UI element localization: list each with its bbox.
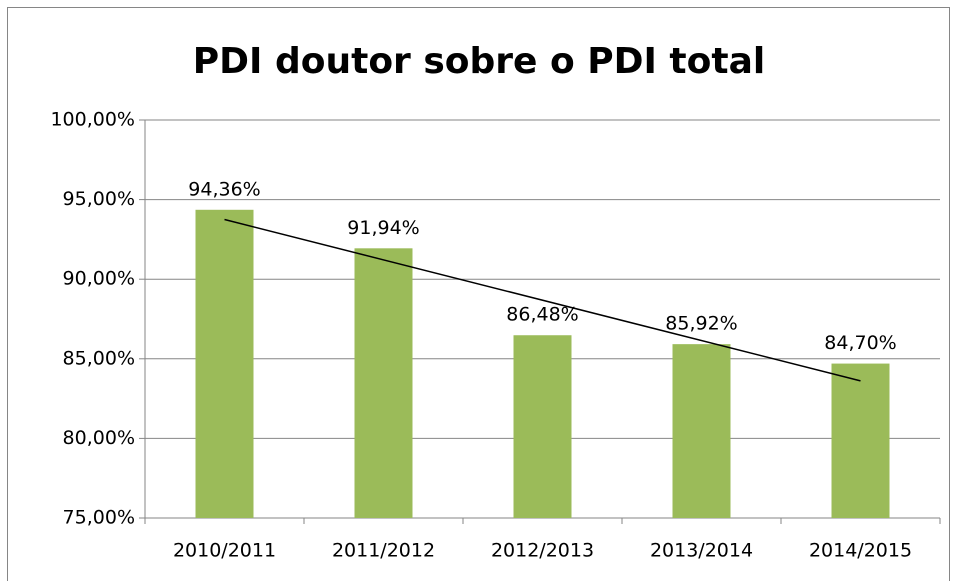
y-tick-label: 75,00% bbox=[63, 507, 135, 529]
data-label: 86,48% bbox=[506, 304, 578, 326]
data-label: 85,92% bbox=[665, 313, 737, 335]
bar bbox=[513, 335, 572, 518]
x-tick-label: 2013/2014 bbox=[650, 540, 753, 562]
x-tick-label: 2014/2015 bbox=[809, 540, 912, 562]
x-tick-label: 2010/2011 bbox=[173, 540, 276, 562]
chart-border bbox=[7, 7, 950, 581]
data-label: 91,94% bbox=[347, 217, 419, 239]
y-tick-label: 90,00% bbox=[63, 268, 135, 290]
bar bbox=[354, 248, 413, 519]
y-tick-label: 80,00% bbox=[63, 427, 135, 449]
bar bbox=[831, 363, 890, 518]
data-label: 94,36% bbox=[188, 178, 260, 200]
bar bbox=[672, 344, 731, 518]
x-tick-label: 2012/2013 bbox=[491, 540, 594, 562]
y-tick-label: 85,00% bbox=[63, 347, 135, 369]
y-tick-label: 95,00% bbox=[63, 188, 135, 210]
y-tick-label: 100,00% bbox=[50, 109, 135, 131]
data-label: 84,70% bbox=[824, 332, 896, 354]
trendline bbox=[224, 218, 861, 382]
x-tick-label: 2011/2012 bbox=[332, 540, 435, 562]
bar bbox=[195, 209, 254, 518]
chart-title: PDI doutor sobre o PDI total bbox=[193, 41, 765, 82]
